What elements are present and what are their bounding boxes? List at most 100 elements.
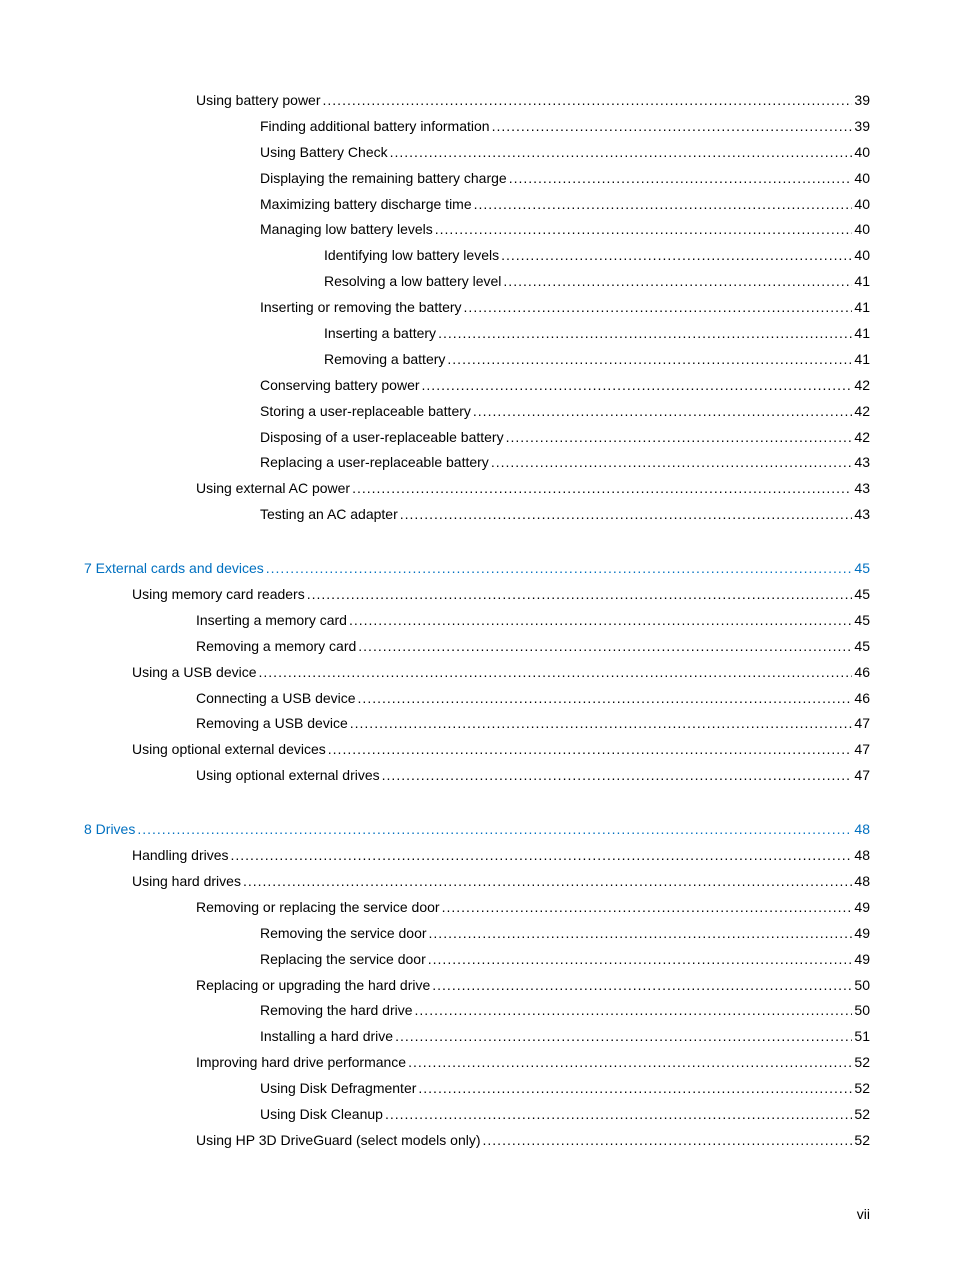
toc-entry-line[interactable]: Removing a memory card 45 [84,634,870,660]
toc-entry-line[interactable]: Removing a battery 41 [84,347,870,373]
toc-entry-page: 49 [854,895,870,921]
toc-leader-dots [447,347,852,373]
toc-entry-page: 43 [854,476,870,502]
toc-chapter-line[interactable]: 8 Drives 48 [84,817,870,843]
toc-entry-page: 40 [854,166,870,192]
toc-entry-line[interactable]: Disposing of a user-replaceable battery … [84,425,870,451]
toc-entry-label: Identifying low battery levels [324,243,499,269]
toc-leader-dots [243,869,852,895]
toc-leader-dots [503,269,852,295]
toc-entry-line[interactable]: Handling drives 48 [84,843,870,869]
toc-entry-page: 41 [854,347,870,373]
toc-entry-line[interactable]: Identifying low battery levels 40 [84,243,870,269]
toc-entry-page: 42 [854,425,870,451]
toc-entry-page: 52 [854,1128,870,1154]
toc-entry-page: 39 [854,88,870,114]
toc-entry-page: 52 [854,1076,870,1102]
toc-entry-label: Using optional external devices [132,737,326,763]
toc-leader-dots [501,243,852,269]
page-number: vii [857,1206,870,1222]
toc-entry-page: 43 [854,450,870,476]
toc-entry-page: 46 [854,686,870,712]
toc-entry-label: 8 Drives [84,817,135,843]
toc-entry-line[interactable]: Using Disk Cleanup 52 [84,1102,870,1128]
toc-entry-line[interactable]: Maximizing battery discharge time 40 [84,192,870,218]
toc-entry-line[interactable]: Using optional external drives 47 [84,763,870,789]
toc-entry-line[interactable]: Replacing or upgrading the hard drive 50 [84,973,870,999]
toc-entry-line[interactable]: Removing the hard drive 50 [84,998,870,1024]
toc-entry-page: 41 [854,321,870,347]
toc-entry-line[interactable]: Connecting a USB device 46 [84,686,870,712]
toc-entry-line[interactable]: Using Disk Defragmenter 52 [84,1076,870,1102]
toc-leader-dots [408,1050,852,1076]
toc-entry-label: Inserting or removing the battery [260,295,462,321]
toc-entry-page: 48 [854,817,870,843]
toc-entry-label: Removing a USB device [196,711,348,737]
toc-leader-dots [400,502,853,528]
toc-entry-page: 50 [854,973,870,999]
toc-entry-page: 47 [854,711,870,737]
toc-entry-line[interactable]: Using hard drives 48 [84,869,870,895]
toc-entry-line[interactable]: Inserting a battery 41 [84,321,870,347]
toc-entry-line[interactable]: Removing or replacing the service door 4… [84,895,870,921]
toc-leader-dots [358,634,852,660]
toc-leader-dots [390,140,853,166]
toc-entry-label: Finding additional battery information [260,114,490,140]
toc-entry-line[interactable]: Using memory card readers 45 [84,582,870,608]
toc-entry-label: Displaying the remaining battery charge [260,166,507,192]
toc-entry-label: Using memory card readers [132,582,305,608]
toc-leader-dots [464,295,853,321]
toc-entry-line[interactable]: Conserving battery power 42 [84,373,870,399]
toc-chapter-line[interactable]: 7 External cards and devices 45 [84,556,870,582]
toc-entry-line[interactable]: Using Battery Check 40 [84,140,870,166]
toc-entry-label: Removing a memory card [196,634,356,660]
toc-entry-line[interactable]: Using external AC power 43 [84,476,870,502]
toc-entry-line[interactable]: Managing low battery levels 40 [84,217,870,243]
toc-entry-page: 51 [854,1024,870,1050]
toc-entry-line[interactable]: Installing a hard drive 51 [84,1024,870,1050]
toc-entry-line[interactable]: Replacing the service door 49 [84,947,870,973]
toc-list: Using battery power 39Finding additional… [84,88,870,1154]
toc-entry-page: 41 [854,269,870,295]
toc-entry-line[interactable]: Removing a USB device 47 [84,711,870,737]
toc-entry-line[interactable]: Displaying the remaining battery charge … [84,166,870,192]
toc-entry-label: Replacing a user-replaceable battery [260,450,489,476]
toc-entry-page: 50 [854,998,870,1024]
toc-leader-dots [328,737,853,763]
toc-entry-page: 40 [854,217,870,243]
toc-entry-line[interactable]: Improving hard drive performance 52 [84,1050,870,1076]
toc-entry-line[interactable]: Finding additional battery information 3… [84,114,870,140]
toc-entry-line[interactable]: Removing the service door 49 [84,921,870,947]
toc-entry-label: Using Disk Defragmenter [260,1076,416,1102]
toc-entry-line[interactable]: Replacing a user-replaceable battery 43 [84,450,870,476]
toc-leader-dots [385,1102,852,1128]
toc-entry-line[interactable]: Using a USB device 46 [84,660,870,686]
section-gap [84,528,870,556]
toc-entry-label: Using HP 3D DriveGuard (select models on… [196,1128,481,1154]
toc-entry-line[interactable]: Storing a user-replaceable battery 42 [84,399,870,425]
toc-entry-line[interactable]: Resolving a low battery level 41 [84,269,870,295]
toc-entry-page: 40 [854,243,870,269]
toc-entry-line[interactable]: Inserting a memory card 45 [84,608,870,634]
toc-entry-line[interactable]: Using optional external devices 47 [84,737,870,763]
toc-leader-dots [435,217,853,243]
toc-leader-dots [483,1128,853,1154]
toc-entry-page: 48 [854,843,870,869]
toc-entry-line[interactable]: Testing an AC adapter 43 [84,502,870,528]
toc-entry-line[interactable]: Using battery power 39 [84,88,870,114]
toc-entry-label: Handling drives [132,843,229,869]
toc-entry-label: Using Battery Check [260,140,388,166]
toc-entry-line[interactable]: Inserting or removing the battery 41 [84,295,870,321]
toc-leader-dots [350,711,853,737]
toc-leader-dots [473,399,853,425]
toc-entry-label: Installing a hard drive [260,1024,393,1050]
toc-leader-dots [349,608,852,634]
toc-entry-page: 42 [854,399,870,425]
toc-leader-dots [474,192,853,218]
toc-entry-label: Replacing or upgrading the hard drive [196,973,430,999]
toc-entry-page: 41 [854,295,870,321]
toc-leader-dots [323,88,853,114]
toc-entry-label: Managing low battery levels [260,217,433,243]
toc-entry-page: 45 [854,608,870,634]
toc-entry-line[interactable]: Using HP 3D DriveGuard (select models on… [84,1128,870,1154]
